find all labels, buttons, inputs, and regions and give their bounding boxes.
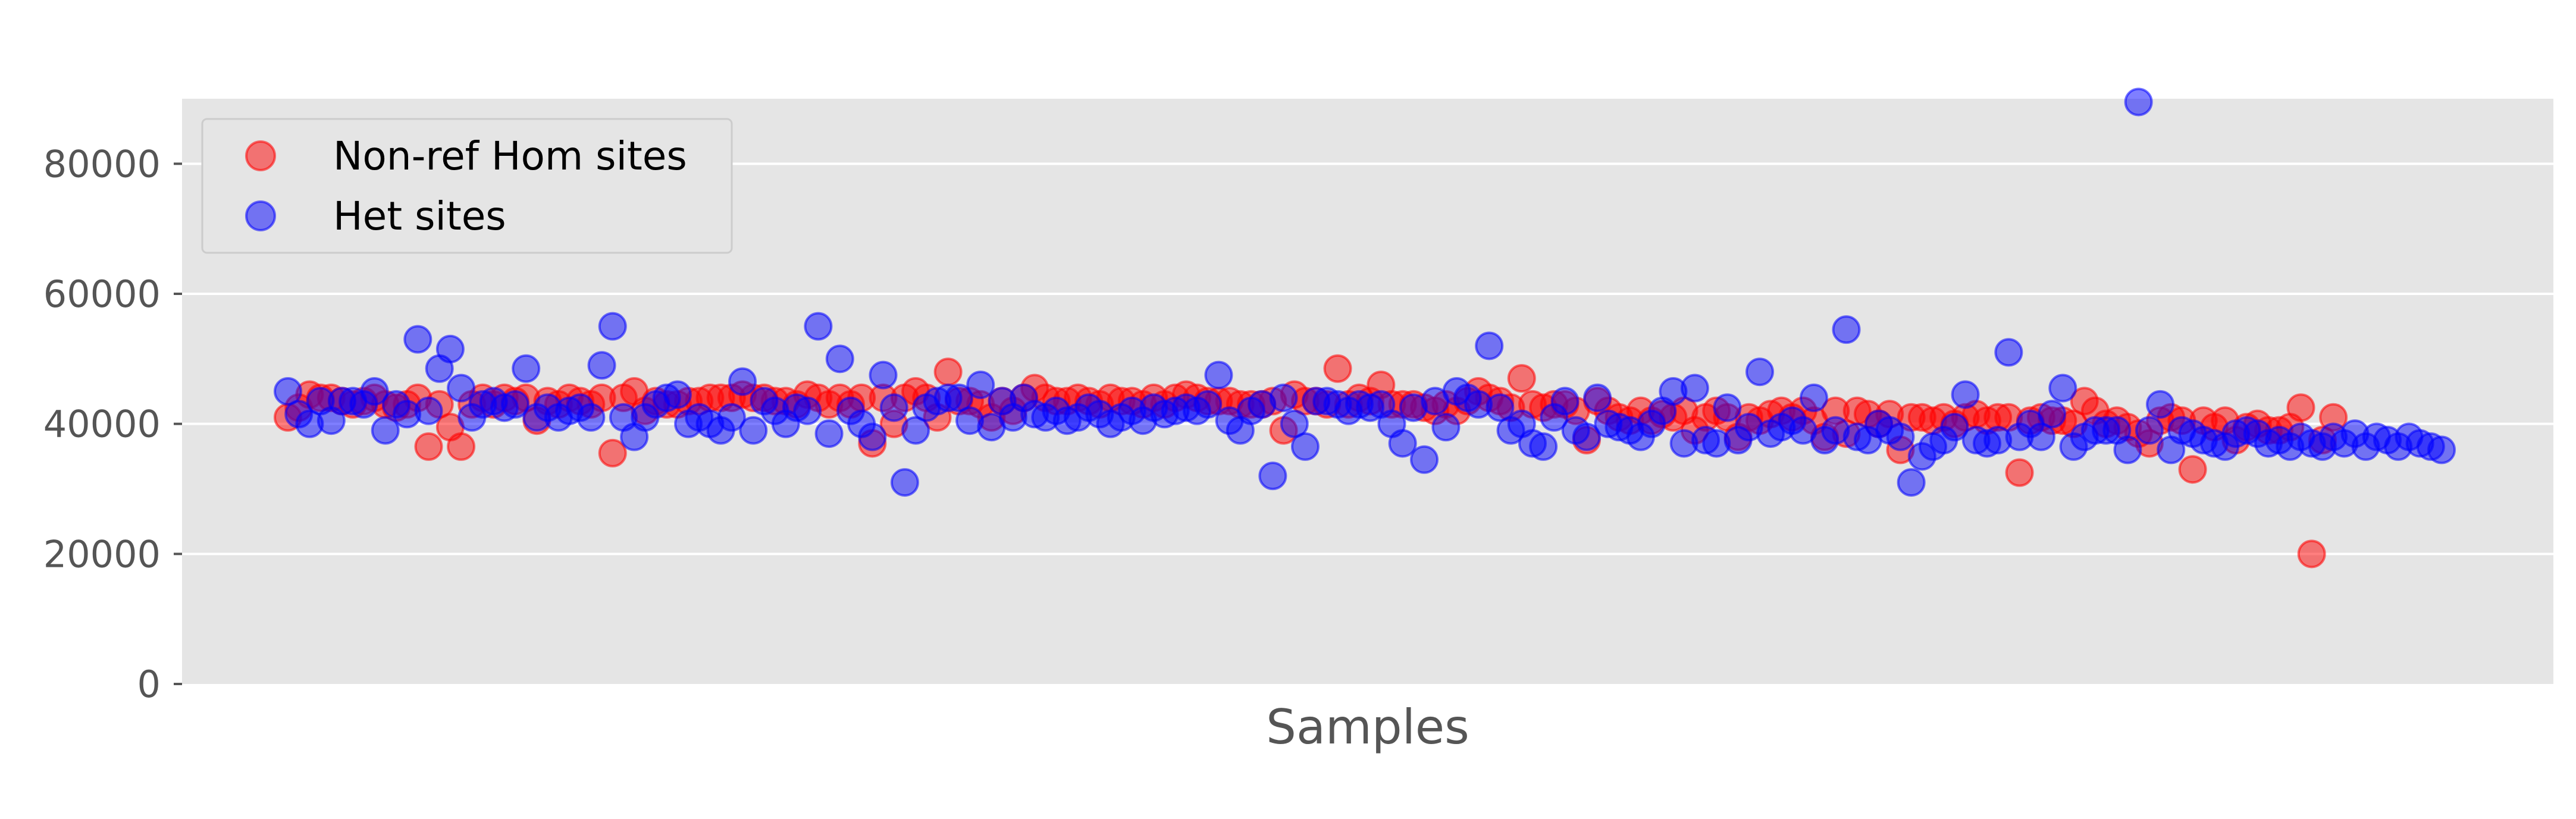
data-point	[2124, 87, 2153, 117]
data-point	[2135, 416, 2164, 445]
data-point	[858, 422, 887, 451]
data-point	[933, 357, 963, 387]
data-points	[274, 87, 2456, 569]
data-point	[1529, 432, 1558, 461]
data-point	[371, 416, 400, 445]
data-point	[447, 374, 476, 403]
data-point	[2146, 390, 2175, 419]
data-point	[1410, 445, 1439, 474]
legend-label-het: Het sites	[333, 193, 506, 239]
data-point	[1713, 393, 1742, 422]
data-point	[2026, 422, 2055, 451]
data-point	[1258, 462, 1287, 491]
data-point	[663, 380, 692, 409]
data-point	[1994, 338, 2023, 367]
data-point	[1886, 422, 1915, 451]
data-point	[793, 396, 822, 425]
y-tick-label: 60000	[43, 272, 161, 316]
y-tick-label: 0	[137, 663, 161, 706]
y-tick-label: 40000	[43, 403, 161, 446]
data-point	[587, 351, 616, 380]
data-point	[1940, 413, 1969, 442]
data-point	[1951, 380, 1980, 409]
data-point	[1193, 390, 1223, 419]
data-point	[1745, 357, 1774, 387]
data-point	[1507, 364, 1536, 393]
data-point	[360, 377, 389, 406]
data-point	[1832, 315, 1861, 344]
data-point	[901, 416, 930, 445]
data-point	[1680, 374, 1709, 403]
data-point	[1431, 413, 1461, 442]
y-axis: 0 20000 40000 60000 80000	[43, 142, 182, 706]
data-point	[728, 367, 757, 396]
data-point	[1475, 331, 1504, 360]
data-point	[869, 360, 898, 390]
data-point	[274, 377, 302, 406]
data-point	[512, 354, 541, 383]
data-point	[435, 334, 465, 363]
data-point	[598, 438, 627, 467]
data-point	[814, 419, 844, 448]
data-point	[1583, 383, 1612, 412]
data-point	[2038, 400, 2067, 429]
data-point	[944, 383, 973, 412]
y-tick-label: 20000	[43, 532, 161, 576]
data-point	[598, 312, 627, 341]
data-point	[2113, 435, 2142, 465]
data-point	[2286, 393, 2315, 422]
series-het	[274, 87, 2456, 497]
data-point	[890, 468, 919, 497]
legend-label-nonref-hom: Non-ref Hom sites	[333, 133, 687, 179]
legend-box	[201, 118, 733, 254]
data-point	[1897, 468, 1926, 497]
data-point	[966, 371, 995, 400]
data-point	[1486, 393, 1515, 422]
data-point	[414, 432, 443, 461]
data-point	[501, 390, 530, 419]
y-tick-label: 80000	[43, 142, 161, 186]
data-point	[1204, 360, 1233, 390]
data-point	[414, 396, 443, 425]
data-point	[1550, 387, 1580, 416]
legend-marker-nonref-hom	[245, 140, 276, 171]
data-point	[825, 344, 854, 374]
data-point	[2005, 458, 2034, 487]
data-point	[1269, 383, 1298, 412]
data-point	[1290, 432, 1320, 461]
x-axis-label: Samples	[1266, 699, 1469, 755]
data-point	[1799, 383, 1828, 412]
data-point	[2048, 374, 2077, 403]
data-point	[1572, 422, 1601, 451]
data-point	[403, 325, 433, 354]
data-point	[2178, 455, 2207, 484]
data-point	[1323, 354, 1352, 383]
data-point	[804, 312, 833, 341]
data-point	[2297, 539, 2326, 569]
data-point	[2427, 435, 2456, 465]
data-point	[879, 393, 908, 422]
data-point	[739, 416, 768, 445]
data-point	[1280, 409, 1309, 438]
data-point	[447, 432, 476, 461]
data-point	[1388, 429, 1417, 458]
legend: Non-ref Hom sites Het sites	[201, 118, 733, 254]
legend-marker-het	[245, 200, 276, 231]
data-point	[576, 403, 606, 432]
data-point	[717, 403, 746, 432]
